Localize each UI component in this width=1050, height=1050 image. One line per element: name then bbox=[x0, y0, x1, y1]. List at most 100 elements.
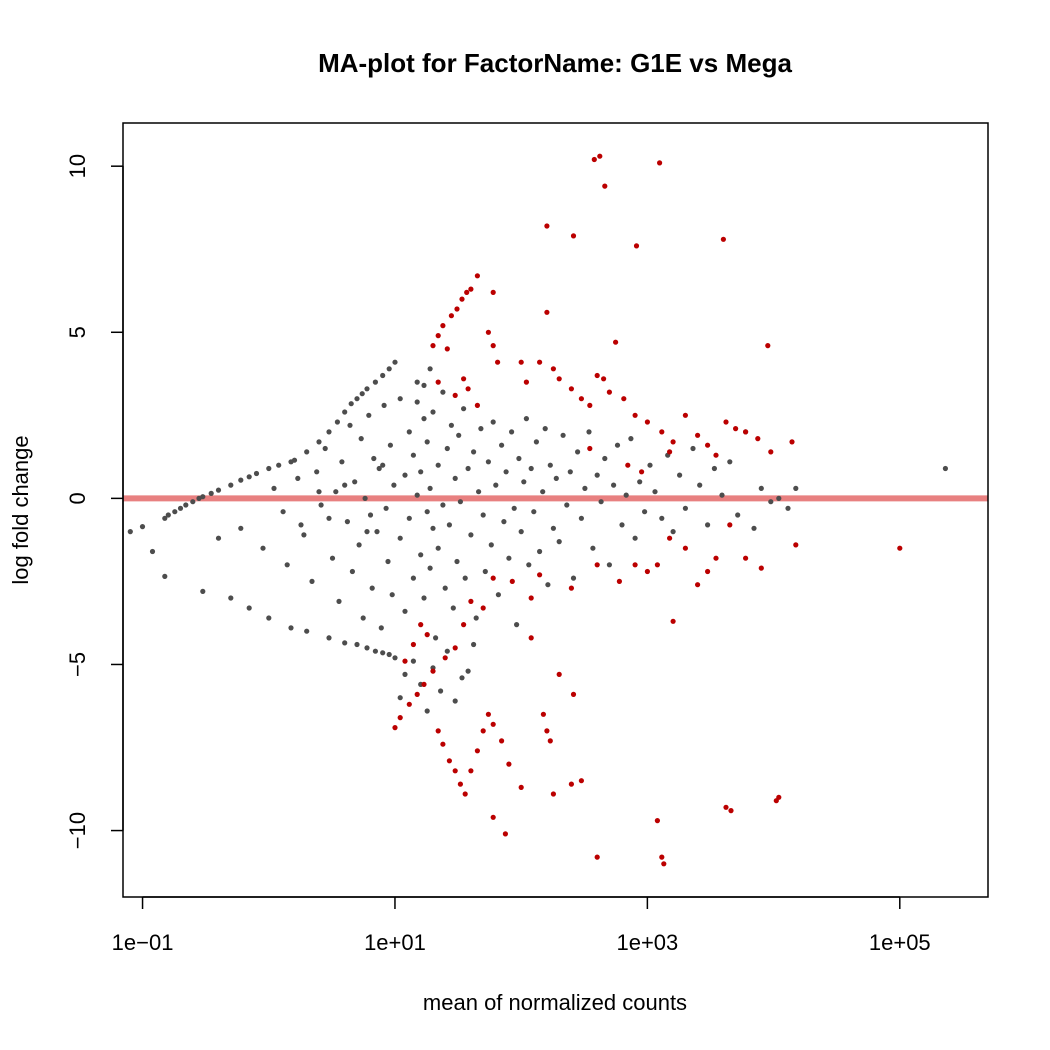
non-significant-point bbox=[594, 472, 600, 478]
non-significant-point bbox=[228, 482, 234, 488]
significant-point bbox=[474, 748, 480, 754]
non-significant-point bbox=[503, 469, 509, 475]
significant-point bbox=[461, 622, 467, 628]
non-significant-point bbox=[751, 525, 757, 531]
significant-point bbox=[474, 273, 480, 279]
significant-point bbox=[570, 691, 577, 698]
non-significant-point bbox=[476, 489, 482, 495]
significant-point bbox=[537, 572, 543, 578]
non-significant-point bbox=[200, 588, 206, 595]
significant-point bbox=[743, 429, 749, 435]
significant-point bbox=[421, 681, 427, 688]
non-significant-point bbox=[586, 429, 592, 435]
significant-point bbox=[644, 568, 651, 575]
significant-point bbox=[755, 436, 761, 442]
non-significant-point bbox=[215, 487, 222, 493]
significant-point bbox=[480, 605, 486, 611]
non-significant-point bbox=[659, 515, 665, 521]
non-significant-point bbox=[291, 457, 298, 463]
non-significant-point bbox=[556, 539, 562, 545]
non-significant-point bbox=[518, 529, 524, 535]
non-significant-point bbox=[501, 519, 507, 525]
non-significant-point bbox=[528, 465, 534, 472]
significant-point bbox=[616, 578, 623, 585]
significant-point bbox=[568, 585, 575, 591]
significant-point bbox=[544, 223, 550, 229]
non-significant-point bbox=[647, 462, 653, 468]
significant-point bbox=[485, 711, 491, 717]
non-significant-point bbox=[582, 485, 588, 491]
significant-point bbox=[765, 343, 771, 349]
significant-point bbox=[768, 449, 774, 455]
non-significant-point bbox=[440, 389, 446, 395]
non-significant-point bbox=[380, 650, 386, 656]
non-significant-point bbox=[523, 416, 530, 422]
significant-point bbox=[568, 386, 575, 392]
significant-point bbox=[727, 522, 733, 528]
significant-point bbox=[448, 313, 454, 319]
non-significant-point bbox=[531, 509, 537, 515]
non-significant-point bbox=[421, 595, 427, 601]
non-significant-point bbox=[465, 668, 471, 674]
significant-point bbox=[452, 645, 458, 651]
non-significant-point bbox=[372, 648, 378, 654]
significant-point bbox=[464, 289, 470, 295]
significant-point bbox=[578, 778, 585, 784]
non-significant-point bbox=[339, 459, 345, 465]
non-significant-point bbox=[329, 555, 336, 561]
significant-point bbox=[556, 671, 562, 678]
significant-point bbox=[518, 359, 524, 365]
significant-point bbox=[695, 432, 701, 438]
significant-point bbox=[430, 343, 436, 349]
non-significant-point bbox=[499, 442, 505, 448]
non-significant-point bbox=[276, 462, 282, 468]
significant-point bbox=[509, 578, 515, 585]
significant-point bbox=[440, 741, 446, 747]
y-tick-label: 10 bbox=[65, 154, 90, 178]
significant-point bbox=[480, 728, 486, 734]
non-significant-point bbox=[238, 477, 244, 483]
non-significant-point bbox=[542, 426, 548, 432]
non-significant-point bbox=[322, 445, 328, 452]
significant-point bbox=[523, 379, 530, 385]
significant-point bbox=[705, 568, 711, 575]
non-significant-point bbox=[387, 442, 393, 448]
non-significant-point bbox=[493, 482, 499, 488]
non-significant-point bbox=[333, 489, 339, 495]
non-significant-point bbox=[200, 494, 206, 500]
non-significant-point bbox=[628, 436, 634, 442]
non-significant-point bbox=[427, 366, 433, 372]
significant-point bbox=[452, 768, 458, 774]
significant-point bbox=[468, 768, 474, 774]
significant-point bbox=[654, 818, 661, 824]
non-significant-point bbox=[942, 465, 949, 472]
significant-point bbox=[587, 445, 593, 452]
non-significant-point bbox=[348, 401, 354, 407]
significant-point bbox=[657, 160, 663, 166]
significant-point bbox=[613, 339, 619, 345]
significant-point bbox=[621, 396, 627, 402]
non-significant-point bbox=[590, 545, 596, 551]
significant-point bbox=[682, 412, 689, 418]
significant-point bbox=[632, 562, 638, 568]
non-significant-point bbox=[444, 648, 450, 654]
non-significant-point bbox=[448, 422, 454, 428]
non-significant-point bbox=[570, 575, 577, 581]
significant-point bbox=[625, 462, 631, 468]
non-significant-point bbox=[435, 545, 441, 551]
non-significant-point bbox=[677, 472, 683, 478]
non-significant-point bbox=[652, 489, 658, 495]
significant-point bbox=[410, 641, 416, 648]
non-significant-point bbox=[364, 529, 370, 535]
significant-point bbox=[713, 555, 719, 561]
non-significant-point bbox=[271, 485, 277, 491]
y-tick-label: −5 bbox=[65, 652, 90, 677]
non-significant-point bbox=[360, 615, 366, 621]
non-significant-point bbox=[371, 455, 377, 462]
significant-point bbox=[468, 598, 474, 605]
non-significant-point bbox=[735, 512, 741, 518]
non-significant-point bbox=[560, 432, 566, 438]
non-significant-point bbox=[452, 698, 458, 704]
significant-point bbox=[594, 372, 600, 379]
